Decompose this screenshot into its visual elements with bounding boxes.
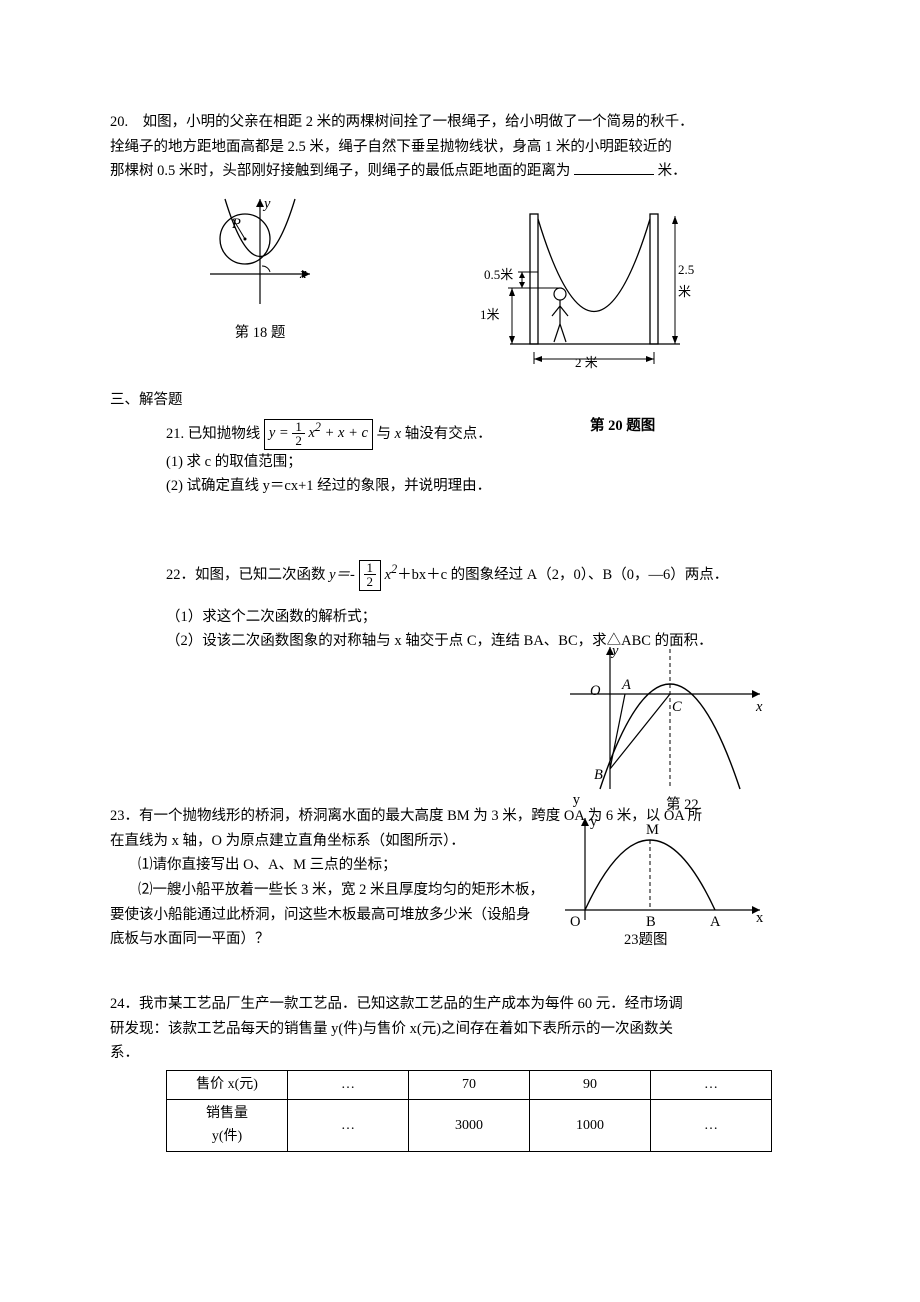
q22-frac: 1 2 (364, 561, 377, 588)
q24-line1: 24．我市某工艺品厂生产一款工艺品．已知这款工艺品的生产成本为每件 60 元．经… (110, 992, 810, 1017)
q21-stem-a: 21. 已知抛物线 (166, 425, 260, 441)
q24-table-row-2: 销售量 y(件) … 3000 1000 … (167, 1099, 772, 1152)
q23-caption: 23题图 (624, 928, 668, 953)
fig18-svg (200, 194, 320, 314)
q23-O: O (570, 910, 580, 935)
q21-tail: + x + c (321, 424, 368, 440)
q24-r2-0: … (288, 1099, 409, 1152)
q22-b2: ＋bx＋c 的图象经过 A（2，0）、B（0，—6）两点． (397, 567, 728, 583)
fig20-2m: 2 米 (575, 352, 598, 374)
fig20-svg (480, 204, 710, 374)
q22-C: C (672, 695, 682, 720)
fig18-y-label: y (264, 192, 270, 217)
q23-fig: M O B A x y 23题图 (560, 810, 770, 949)
section-3-title: 三、解答题 (110, 388, 810, 413)
fig18-caption: 第 18 题 (200, 321, 320, 346)
q23-y: y (590, 810, 597, 835)
q24-r2-label: 销售量 y(件) (167, 1099, 288, 1152)
q24-table: 售价 x(元) … 70 90 … 销售量 y(件) … 3000 1000 … (166, 1070, 772, 1152)
q23-x: x (756, 906, 763, 931)
q22-y: y＝- (329, 567, 355, 583)
spacer-1 (110, 499, 810, 559)
q24-th-4: … (651, 1070, 772, 1099)
q23: 23．有一个抛物线形的桥洞，桥洞离水面的最大高度 BM 为 3 米，跨度 OA … (110, 804, 810, 952)
q24-line2: 研发现：该款工艺品每天的销售量 y(件)与售价 x(元)之间存在着如下表所示的一… (110, 1017, 810, 1042)
q22-frac-num: 1 (364, 561, 377, 575)
q22-y-label: y (612, 639, 618, 664)
figs-row: P y x 第 18 题 (110, 194, 810, 384)
q24-r2-label-b: y(件) (177, 1125, 277, 1149)
q20-line2: 拴绳子的地方距地面高都是 2.5 米，绳子自然下垂呈抛物线状，身高 1 米的小明… (110, 135, 810, 160)
q21-frac-num: 1 (292, 420, 305, 434)
page: 20. 如图，小明的父亲在相距 2 米的两棵树间拴了一根绳子，给小明做了一个简易… (0, 0, 920, 1302)
q22-stem: 22．如图，已知二次函数 y＝- 1 2 x2＋bx＋c 的图象经过 A（2，0… (110, 559, 810, 591)
q21-formula-box: y = 1 2 x2 + x + c (264, 419, 373, 450)
fig20: 2.5 米 0.5米 1米 2 米 (480, 204, 710, 383)
q22-p1: （1）求这个二次函数的解析式； (110, 605, 810, 630)
q22-gap (110, 591, 810, 605)
q21-stem: 21. 已知抛物线 y = 1 2 x2 + x + c 与 x 轴没有交点． (110, 419, 810, 450)
q22-fig-svg (560, 639, 770, 799)
q22-A: A (622, 673, 631, 698)
fig20-25m: 2.5 米 (678, 259, 710, 303)
q24-r2-3: … (651, 1099, 772, 1152)
q24-th-0: 售价 x(元) (167, 1070, 288, 1099)
q20-blank (574, 160, 654, 176)
q20-line3b: 米． (658, 163, 687, 179)
q23-A: A (710, 910, 720, 935)
q22-fig: y x O A C B 第 22 (560, 639, 770, 808)
fig18: P y x 第 18 题 (200, 194, 320, 345)
q24-table-row-1: 售价 x(元) … 70 90 … (167, 1070, 772, 1099)
q21-y: y = (269, 424, 289, 440)
q22-O: O (590, 679, 600, 704)
q24-r2-2: 1000 (530, 1099, 651, 1152)
q24-line3: 系． (110, 1041, 810, 1066)
q24-r2-label-a: 销售量 (177, 1102, 277, 1126)
q24-r2-1: 3000 (409, 1099, 530, 1152)
q22-frac-box: 1 2 (359, 560, 382, 591)
q21-frac-den: 2 (292, 434, 305, 447)
q20-line3: 那棵树 0.5 米时，头部刚好接触到绳子，则绳子的最低点距地面的距离为 米． (110, 159, 810, 184)
q21-x: x (395, 425, 401, 441)
q24-th-2: 70 (409, 1070, 530, 1099)
q21-p2: (2) 试确定直线 y＝cx+1 经过的象限，并说明理由． (110, 474, 810, 499)
q24-th-3: 90 (530, 1070, 651, 1099)
q24: 24．我市某工艺品厂生产一款工艺品．已知这款工艺品的生产成本为每件 60 元．经… (110, 992, 810, 1152)
q22: 22．如图，已知二次函数 y＝- 1 2 x2＋bx＋c 的图象经过 A（2，0… (110, 559, 810, 654)
q21-p1: (1) 求 c 的取值范围； (110, 450, 810, 475)
q24-th-1: … (288, 1070, 409, 1099)
fig20-05m: 0.5米 (484, 264, 513, 286)
fig18-p-label: P (232, 212, 241, 237)
q20-line1: 20. 如图，小明的父亲在相距 2 米的两棵树间拴了一根绳子，给小明做了一个简易… (110, 110, 810, 135)
q22-B: B (594, 763, 603, 788)
q21-stem-b: 与 (377, 425, 392, 441)
q22-x-label: x (756, 695, 762, 720)
q21-stem-c: 轴没有交点． (405, 425, 492, 441)
spacer-3 (110, 952, 810, 992)
fig18-x-label: x (300, 262, 306, 287)
q22-frac-den: 2 (364, 575, 377, 588)
q23-M: M (646, 818, 659, 843)
q20-line3a: 那棵树 0.5 米时，头部刚好接触到绳子，则绳子的最低点距地面的距离为 (110, 163, 570, 179)
q21-frac: 1 2 (292, 420, 305, 447)
q21: 21. 已知抛物线 y = 1 2 x2 + x + c 与 x 轴没有交点． … (110, 419, 810, 499)
fig20-1m: 1米 (480, 304, 500, 326)
q22-stem-a: 22．如图，已知二次函数 (166, 567, 326, 583)
fig20-caption: 第 20 题图 (590, 414, 655, 439)
q20-text: 20. 如图，小明的父亲在相距 2 米的两棵树间拴了一根绳子，给小明做了一个简易… (110, 110, 810, 184)
